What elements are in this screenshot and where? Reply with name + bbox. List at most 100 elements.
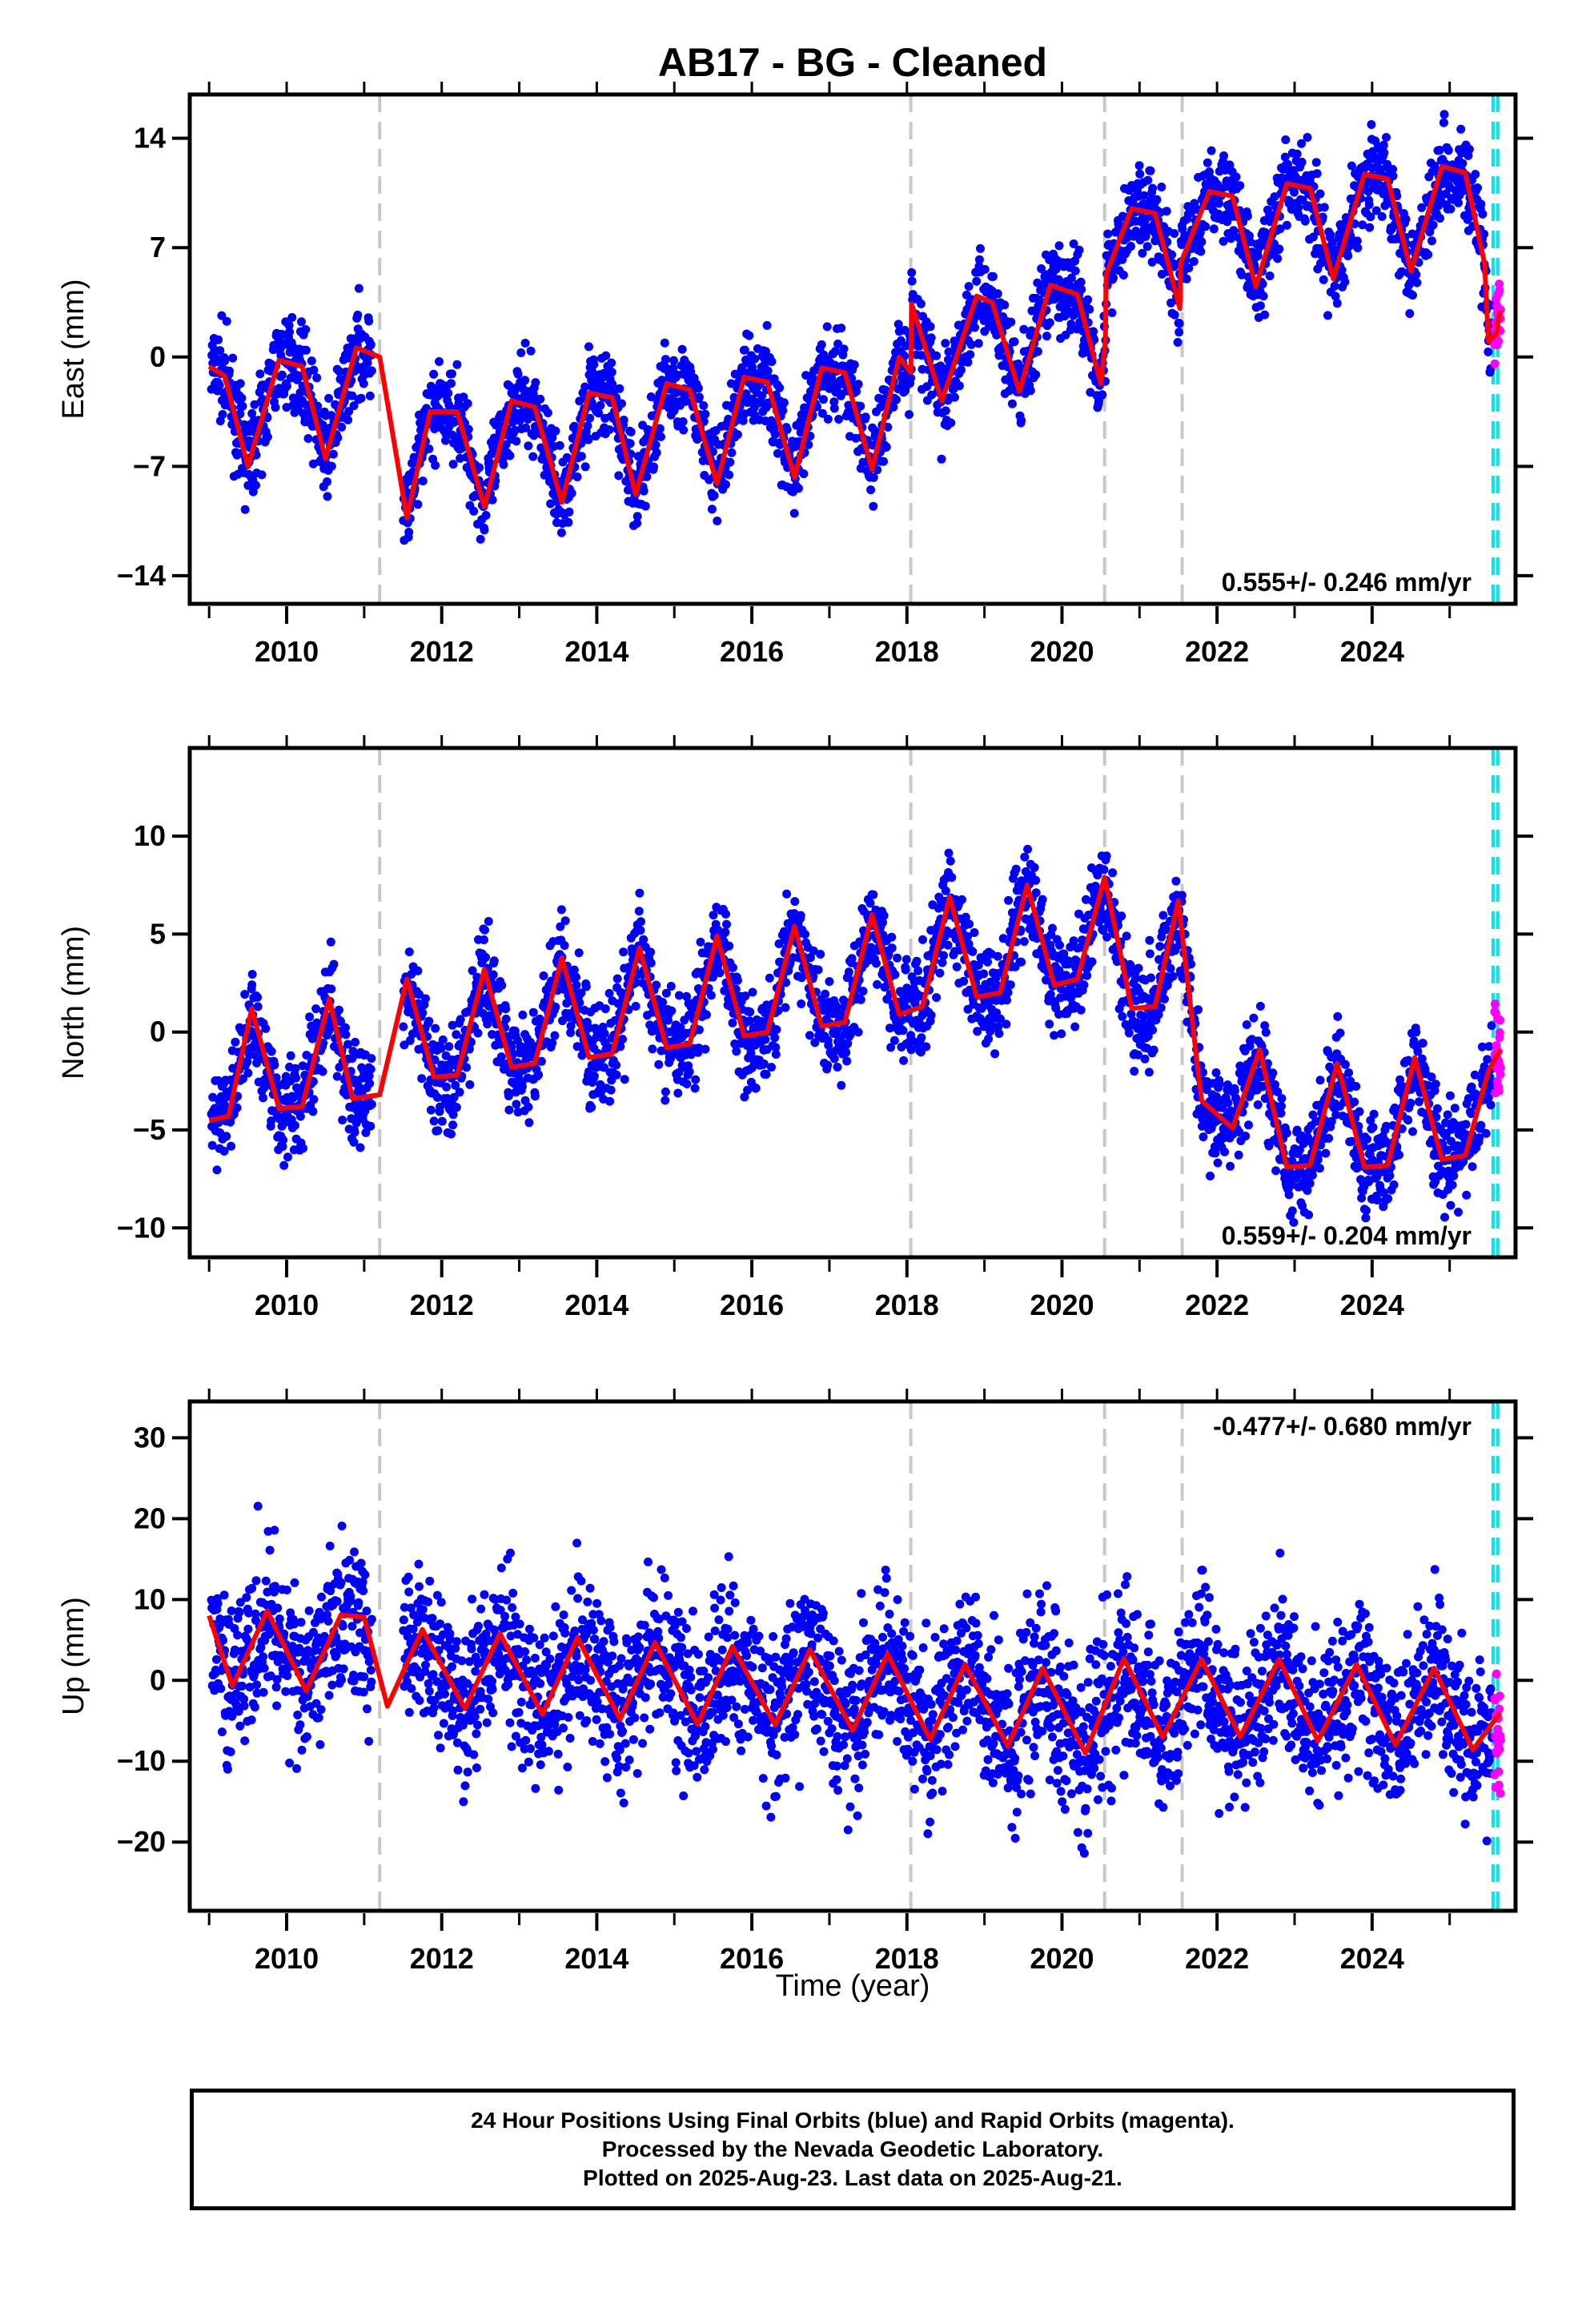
final-orbit-point bbox=[513, 369, 523, 379]
final-orbit-point bbox=[916, 299, 926, 308]
final-orbit-point bbox=[286, 1051, 295, 1060]
final-orbit-point bbox=[834, 415, 844, 424]
final-orbit-point bbox=[594, 408, 604, 418]
final-orbit-point bbox=[726, 379, 736, 388]
final-orbit-point bbox=[972, 276, 982, 286]
final-orbit-point bbox=[1098, 390, 1107, 400]
final-orbit-point bbox=[366, 1121, 375, 1131]
final-orbit-point bbox=[505, 451, 515, 460]
final-orbit-point bbox=[918, 935, 927, 944]
final-orbit-point bbox=[334, 1005, 343, 1015]
final-orbit-point bbox=[767, 357, 777, 366]
final-orbit-point bbox=[270, 1060, 279, 1070]
final-orbit-point bbox=[823, 414, 833, 424]
final-orbit-point bbox=[560, 941, 569, 951]
final-orbit-point bbox=[444, 388, 453, 398]
final-orbit-point bbox=[448, 1120, 458, 1130]
final-orbit-point bbox=[516, 348, 526, 357]
final-orbit-point bbox=[772, 1025, 781, 1035]
final-orbit-point bbox=[934, 903, 943, 913]
final-orbit-point bbox=[743, 1085, 753, 1095]
final-orbit-point bbox=[1077, 284, 1086, 294]
final-orbit-point bbox=[745, 1007, 755, 1017]
final-orbit-point bbox=[947, 873, 957, 883]
final-orbit-point bbox=[536, 394, 545, 404]
final-orbit-point bbox=[1484, 347, 1493, 356]
final-orbit-point bbox=[733, 975, 742, 985]
final-orbit-point bbox=[278, 370, 287, 380]
final-orbit-point bbox=[543, 408, 552, 417]
final-orbit-point bbox=[878, 918, 887, 927]
final-orbit-point bbox=[501, 1004, 511, 1014]
final-orbit-point bbox=[1126, 242, 1135, 251]
final-orbit-point bbox=[429, 384, 439, 393]
final-orbit-point bbox=[1059, 949, 1069, 959]
final-orbit-point bbox=[524, 441, 533, 451]
final-orbit-point bbox=[974, 339, 983, 348]
final-orbit-point bbox=[998, 934, 1008, 943]
final-orbit-point bbox=[584, 342, 593, 352]
final-orbit-point bbox=[324, 393, 334, 403]
final-orbit-point bbox=[694, 392, 704, 402]
final-orbit-point bbox=[1184, 263, 1194, 273]
final-orbit-points bbox=[207, 110, 1497, 545]
final-orbit-point bbox=[917, 1033, 926, 1043]
final-orbit-point bbox=[1054, 966, 1064, 975]
final-orbit-point bbox=[1298, 195, 1307, 205]
final-orbit-point bbox=[1312, 169, 1322, 179]
final-orbit-point bbox=[600, 1004, 610, 1014]
final-orbit-point bbox=[612, 1070, 621, 1080]
final-orbit-point bbox=[574, 948, 584, 958]
final-orbit-point bbox=[898, 1026, 908, 1035]
final-orbit-point bbox=[217, 311, 227, 320]
final-orbit-point bbox=[748, 987, 757, 997]
final-orbit-point bbox=[961, 912, 970, 922]
final-orbit-point bbox=[1319, 275, 1328, 284]
final-orbit-point bbox=[243, 1057, 252, 1067]
final-orbit-point bbox=[619, 947, 628, 957]
final-orbit-point bbox=[340, 1023, 350, 1032]
plot-frame bbox=[187, 92, 1518, 606]
final-orbit-point bbox=[1379, 189, 1388, 199]
final-orbit-point bbox=[980, 264, 990, 274]
final-orbit-point bbox=[572, 972, 580, 982]
final-orbit-point bbox=[941, 339, 950, 348]
final-orbit-point bbox=[771, 1043, 781, 1052]
final-orbit-point bbox=[676, 1023, 685, 1032]
final-orbit-point bbox=[844, 967, 853, 977]
final-orbit-point bbox=[556, 922, 565, 931]
final-orbit-point bbox=[349, 1137, 359, 1147]
x-tick-label: 2012 bbox=[410, 635, 474, 668]
final-orbit-point bbox=[806, 953, 815, 963]
final-orbit-point bbox=[415, 990, 424, 999]
final-orbit-point bbox=[938, 958, 947, 967]
final-orbit-point bbox=[1031, 370, 1041, 380]
final-orbit-point bbox=[842, 1056, 852, 1066]
final-orbit-point bbox=[796, 911, 805, 920]
final-orbit-point bbox=[438, 1035, 448, 1044]
final-orbit-point bbox=[886, 1043, 896, 1052]
final-orbit-point bbox=[639, 935, 648, 944]
final-orbit-point bbox=[1323, 311, 1332, 320]
final-orbit-point bbox=[646, 947, 656, 957]
final-orbit-point bbox=[433, 1126, 443, 1136]
final-orbit-point bbox=[1364, 200, 1374, 209]
final-orbit-point bbox=[436, 1043, 446, 1053]
final-orbit-point bbox=[926, 333, 936, 343]
final-orbit-point bbox=[660, 338, 669, 348]
final-orbit-point bbox=[572, 472, 582, 481]
final-orbit-point bbox=[693, 384, 703, 393]
final-orbit-point bbox=[240, 990, 250, 999]
final-orbit-point bbox=[729, 963, 737, 972]
final-orbit-point bbox=[301, 325, 311, 334]
final-orbit-point bbox=[452, 1030, 461, 1039]
final-orbit-point bbox=[214, 335, 223, 344]
final-orbit-point bbox=[218, 410, 227, 419]
final-orbit-point bbox=[566, 1021, 576, 1031]
final-orbit-point bbox=[431, 460, 440, 470]
final-orbit-point bbox=[404, 528, 414, 537]
final-orbit-point bbox=[1219, 151, 1229, 160]
final-orbit-point bbox=[853, 380, 863, 389]
final-orbit-point bbox=[617, 399, 626, 408]
final-orbit-point bbox=[707, 505, 717, 514]
